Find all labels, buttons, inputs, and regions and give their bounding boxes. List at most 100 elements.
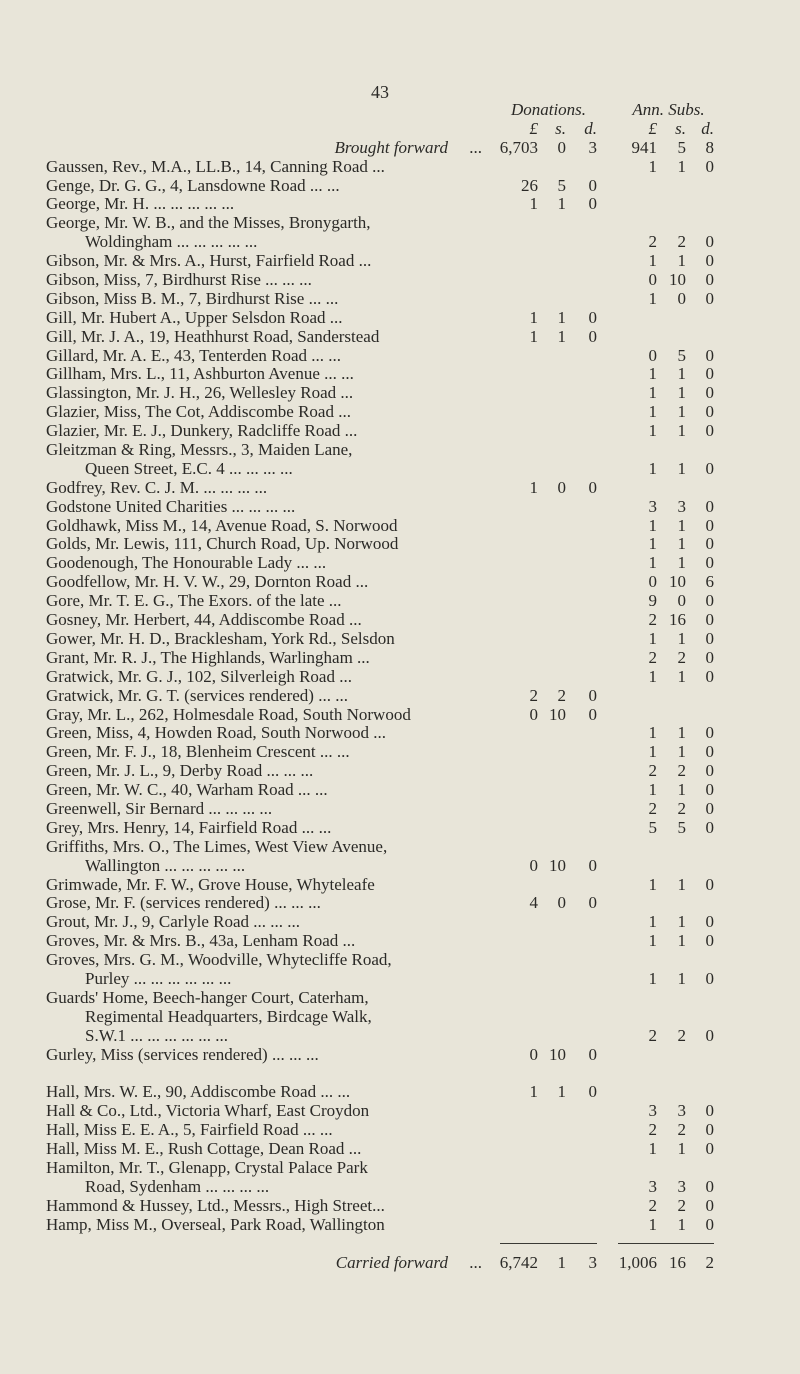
donation-pence [566,630,597,649]
donations-rule [500,1243,597,1245]
donation-shillings [538,989,566,1008]
subs-pounds: 3 [648,1176,658,1196]
donation-pence [566,498,597,517]
subs-shillings: 5 [677,817,687,837]
donation-shillings [538,554,566,573]
subs-pence: 0 [705,1101,715,1121]
subs-pence: 0 [705,761,715,781]
subscriber-name: Grout, Mr. J., 9, Carlyle Road ... ... .… [46,912,301,932]
donation-pounds: 1 [529,194,539,214]
subscriber-name-continued: Queen Street, E.C. 4 ... ... ... ... [85,458,293,478]
subscriber-name-continued: Road, Sydenham ... ... ... ... [85,1176,270,1196]
donation-shillings [538,1008,566,1027]
donation-pounds [486,630,538,649]
donation-pounds: 0 [529,704,539,724]
donation-pence [566,649,597,668]
subscriber-name: Grey, Mrs. Henry, 14, Fairfield Road ...… [46,817,332,837]
donation-pounds [486,573,538,592]
donation-pence [566,233,597,252]
subscriber-name: Greenwell, Sir Bernard ... ... ... ... [46,798,273,818]
subscriber-name: Green, Mr. F. J., 18, Blenheim Crescent … [46,742,350,762]
subs-pounds: 1 [648,515,658,535]
subscription-list: Donations. Ann. Subs. £ s. d. £ s. d. Br… [46,100,715,1273]
donation-shillings [538,951,566,970]
subs-pounds: 1 [648,968,658,988]
list-item: Hamilton, Mr. T., Glenapp, Crystal Palac… [46,1157,714,1178]
donation-pence [566,724,597,743]
donation-pounds [486,365,538,384]
list-item: Glazier, Miss, The Cot, Addiscombe Road … [46,402,714,422]
subscriber-name-continued: Woldingham ... ... ... ... ... [85,232,258,252]
subscriber-name: Gillard, Mr. A. E., 43, Tenterden Road .… [46,345,342,365]
list-item: Glassington, Mr. J. H., 26, Wellesley Ro… [46,383,714,403]
subs-pence: 0 [705,968,715,988]
donation-shillings: 10 [549,1044,566,1064]
subs-shillings: 1 [677,968,687,988]
subs-pence: 0 [705,647,715,667]
donation-pence [566,762,597,781]
donation-shillings: 0 [557,137,567,157]
donation-shillings [538,1197,566,1216]
subscriber-name: Gurley, Miss (services rendered) ... ...… [46,1044,319,1064]
subscriber-name: Hall, Mrs. W. E., 90, Addiscombe Road ..… [46,1082,351,1102]
subs-pounds: 1 [648,383,658,403]
donation-pounds [486,460,538,479]
donation-pence [566,1027,597,1046]
donation-shillings: 1 [557,307,567,327]
subscriber-name: George, Mr. W. B., and the Misses, Brony… [46,213,371,233]
donation-pence [566,252,597,271]
donation-pounds [486,233,538,252]
subscriber-name: Green, Mr. J. L., 9, Derby Road ... ... … [46,761,314,781]
subs-shillings: 1 [677,156,687,176]
subscriber-name-continued: S.W.1 ... ... ... ... ... ... [85,1025,228,1045]
donation-shillings: 10 [549,704,566,724]
subscriber-name: Glazier, Mr. E. J., Dunkery, Radcliffe R… [46,421,358,441]
subs-shillings [657,441,686,460]
subs-pence [686,706,714,725]
list-item: Hall & Co., Ltd., Victoria Wharf, East C… [46,1101,715,1121]
subs-pounds [597,1083,657,1102]
subs-pounds: 1 [648,628,658,648]
donation-shillings [538,517,566,536]
list-item: Gower, Mr. H. D., Bracklesham, York Rd.,… [46,628,714,649]
subscriber-name: Gratwick, Mr. G. J., 102, Silverleigh Ro… [46,666,352,686]
subs-pence [686,951,714,970]
list-item: Glazier, Mr. E. J., Dunkery, Radcliffe R… [46,421,714,441]
donation-pence [566,460,597,479]
donation-pounds [486,819,538,838]
donation-shillings [538,233,566,252]
donation-shillings [538,630,566,649]
donation-shillings [538,1121,566,1140]
subs-pence: 0 [705,591,715,611]
donation-pence [566,535,597,554]
subs-shillings: 1 [677,912,687,932]
donation-pounds: 2 [529,685,539,705]
donation-pounds [486,214,538,233]
donation-pounds [486,290,538,309]
donation-pence: 0 [588,307,598,327]
subs-pence [686,838,714,857]
subs-pounds: 1 [648,931,658,951]
donation-shillings [538,1178,566,1197]
subscriber-name: Hammond & Hussey, Ltd., Messrs., High St… [46,1195,385,1215]
subs-shillings: 1 [677,931,687,951]
subs-pounds: 1 [648,780,658,800]
subscriber-name: Godstone United Charities ... ... ... ..… [46,496,296,516]
donation-pence: 3 [588,1253,598,1273]
list-item: Goodfellow, Mr. H. V. W., 29, Dornton Ro… [46,572,714,592]
subs-pounds [597,177,657,196]
donation-shillings: 0 [557,893,567,913]
page-number: 43 [371,82,389,102]
donation-pence: 0 [588,1044,598,1064]
donation-pence [566,592,597,611]
subs-rule [618,1243,714,1245]
subscriber-name: Hamilton, Mr. T., Glenapp, Crystal Palac… [46,1157,368,1177]
donation-pounds: 0 [529,1044,539,1064]
subs-pence: 0 [705,534,715,554]
donation-pounds [486,1121,538,1140]
list-item: Woldingham ... ... ... ... ... 2 2 0 [46,232,714,252]
subs-pounds: 941 [631,137,658,157]
subs-pence: 0 [705,496,715,516]
donation-pounds [486,649,538,668]
subs-shillings [657,328,686,347]
